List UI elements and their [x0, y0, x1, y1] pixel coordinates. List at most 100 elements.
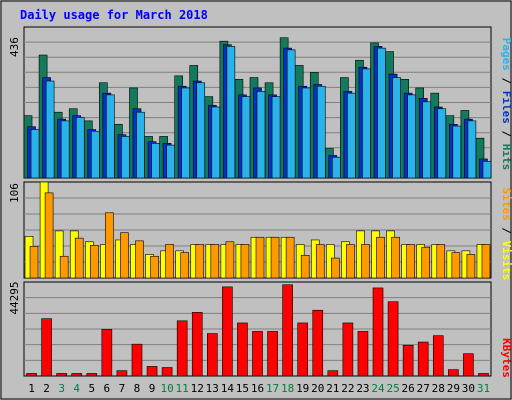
pages-bar [151, 143, 160, 179]
sites-bar [165, 244, 174, 279]
pages-bar [60, 120, 70, 179]
pages-bar [196, 82, 206, 179]
pages-bar [45, 80, 55, 179]
pages-bar [452, 125, 462, 179]
kbytes-bar [146, 366, 158, 377]
legend-sep-1: / [500, 71, 512, 91]
sites-bar [89, 245, 99, 279]
kbytes-bar [402, 344, 414, 377]
kbytes-bar [387, 301, 399, 377]
x-tick-label: 19 [296, 382, 309, 395]
x-tick-label: 12 [191, 382, 204, 395]
sites-bar [285, 236, 295, 279]
pages-bar [437, 108, 447, 179]
sites-bar [59, 255, 69, 279]
x-tick-label: 9 [149, 382, 156, 395]
kbytes-bar [86, 373, 98, 377]
kbytes-bar [222, 286, 233, 377]
x-tick-label: 1 [28, 382, 35, 395]
kbytes-bar [26, 373, 37, 377]
kbytes-panel [23, 281, 492, 377]
visits-bar [54, 230, 64, 279]
pages-bar [90, 130, 100, 179]
pages-bar [136, 111, 145, 179]
pages-bar [482, 161, 492, 179]
pages-bar [407, 94, 416, 179]
requests-max-label: 436 [8, 37, 21, 57]
x-tick-label: 17 [266, 382, 279, 395]
sites-bar [105, 212, 114, 279]
kbytes-bar [282, 284, 293, 377]
chart-title: Daily usage for March 2018 [20, 8, 208, 22]
legend-sites: Sites [500, 188, 512, 221]
pages-bar [392, 77, 401, 179]
kbytes-bar [463, 353, 474, 377]
visitors-legend: Sites / Visits [500, 188, 512, 281]
sites-bar [406, 244, 415, 279]
kbytes-bar [297, 322, 308, 377]
sites-bar [74, 237, 84, 279]
requests-panel [23, 26, 492, 179]
kbytes-bar [237, 322, 248, 377]
kbytes-bar [41, 318, 52, 377]
sites-bar [44, 192, 54, 279]
sites-bar [376, 236, 385, 279]
x-tick-label: 24 [371, 382, 385, 395]
x-axis-labels: 1 2 3 4 5 6 7 8 9 10 11 12 13 14 15 16 17 18 19 20 21 22 23 24 2… [28, 382, 490, 395]
pages-bar [121, 136, 130, 179]
kbytes-bar [56, 373, 67, 377]
legend-sep-2: / [500, 124, 512, 144]
pages-bar [271, 96, 281, 179]
x-tick-label: 21 [326, 382, 339, 395]
x-tick-label: 27 [417, 382, 430, 395]
x-tick-label: 31 [477, 382, 490, 395]
x-tick-label: 11 [176, 382, 189, 395]
pages-bar [301, 87, 311, 179]
x-tick-label: 10 [160, 382, 173, 395]
visitors-max-label: 106 [8, 183, 21, 203]
sites-bar [421, 246, 431, 279]
kbytes-bar [357, 331, 369, 377]
pages-bar [377, 47, 386, 179]
sites-bar [255, 236, 265, 279]
pages-bar [316, 85, 326, 179]
sites-bar [150, 255, 159, 279]
pages-bar [226, 46, 236, 179]
x-tick-label: 14 [221, 382, 235, 395]
pages-bar [256, 91, 266, 179]
x-tick-label: 6 [104, 382, 111, 395]
kbytes-bar [101, 329, 113, 377]
legend-pages: Pages [500, 38, 512, 71]
sites-bar [346, 244, 355, 279]
kbytes-bar [448, 369, 459, 377]
x-tick-label: 16 [251, 382, 264, 395]
x-tick-label: 22 [341, 382, 354, 395]
sites-bar [180, 252, 189, 279]
sites-bar [300, 255, 310, 279]
legend-kbytes: KBytes [500, 338, 512, 378]
sites-bar [210, 244, 220, 279]
sites-bar [195, 244, 205, 279]
x-tick-label: 4 [73, 382, 80, 395]
pages-bar [286, 49, 296, 179]
kbytes-bar [191, 312, 203, 377]
x-tick-label: 13 [206, 382, 219, 395]
sites-bar [466, 254, 476, 279]
x-tick-label: 18 [281, 382, 294, 395]
kbytes-bar [312, 309, 324, 377]
pages-bar [166, 144, 175, 179]
pages-bar [347, 92, 356, 179]
kbytes-bar [372, 287, 384, 377]
visitors-panel [23, 181, 492, 279]
x-tick-label: 25 [386, 382, 399, 395]
sites-bar [391, 236, 400, 279]
x-tick-label: 26 [402, 382, 415, 395]
sites-bar [331, 257, 340, 279]
sites-bar [361, 244, 370, 279]
pages-bar [106, 94, 115, 179]
kbytes-bar [252, 331, 263, 377]
pages-bar [211, 106, 221, 179]
pages-bar [362, 68, 371, 179]
kbytes-bar [327, 370, 339, 377]
